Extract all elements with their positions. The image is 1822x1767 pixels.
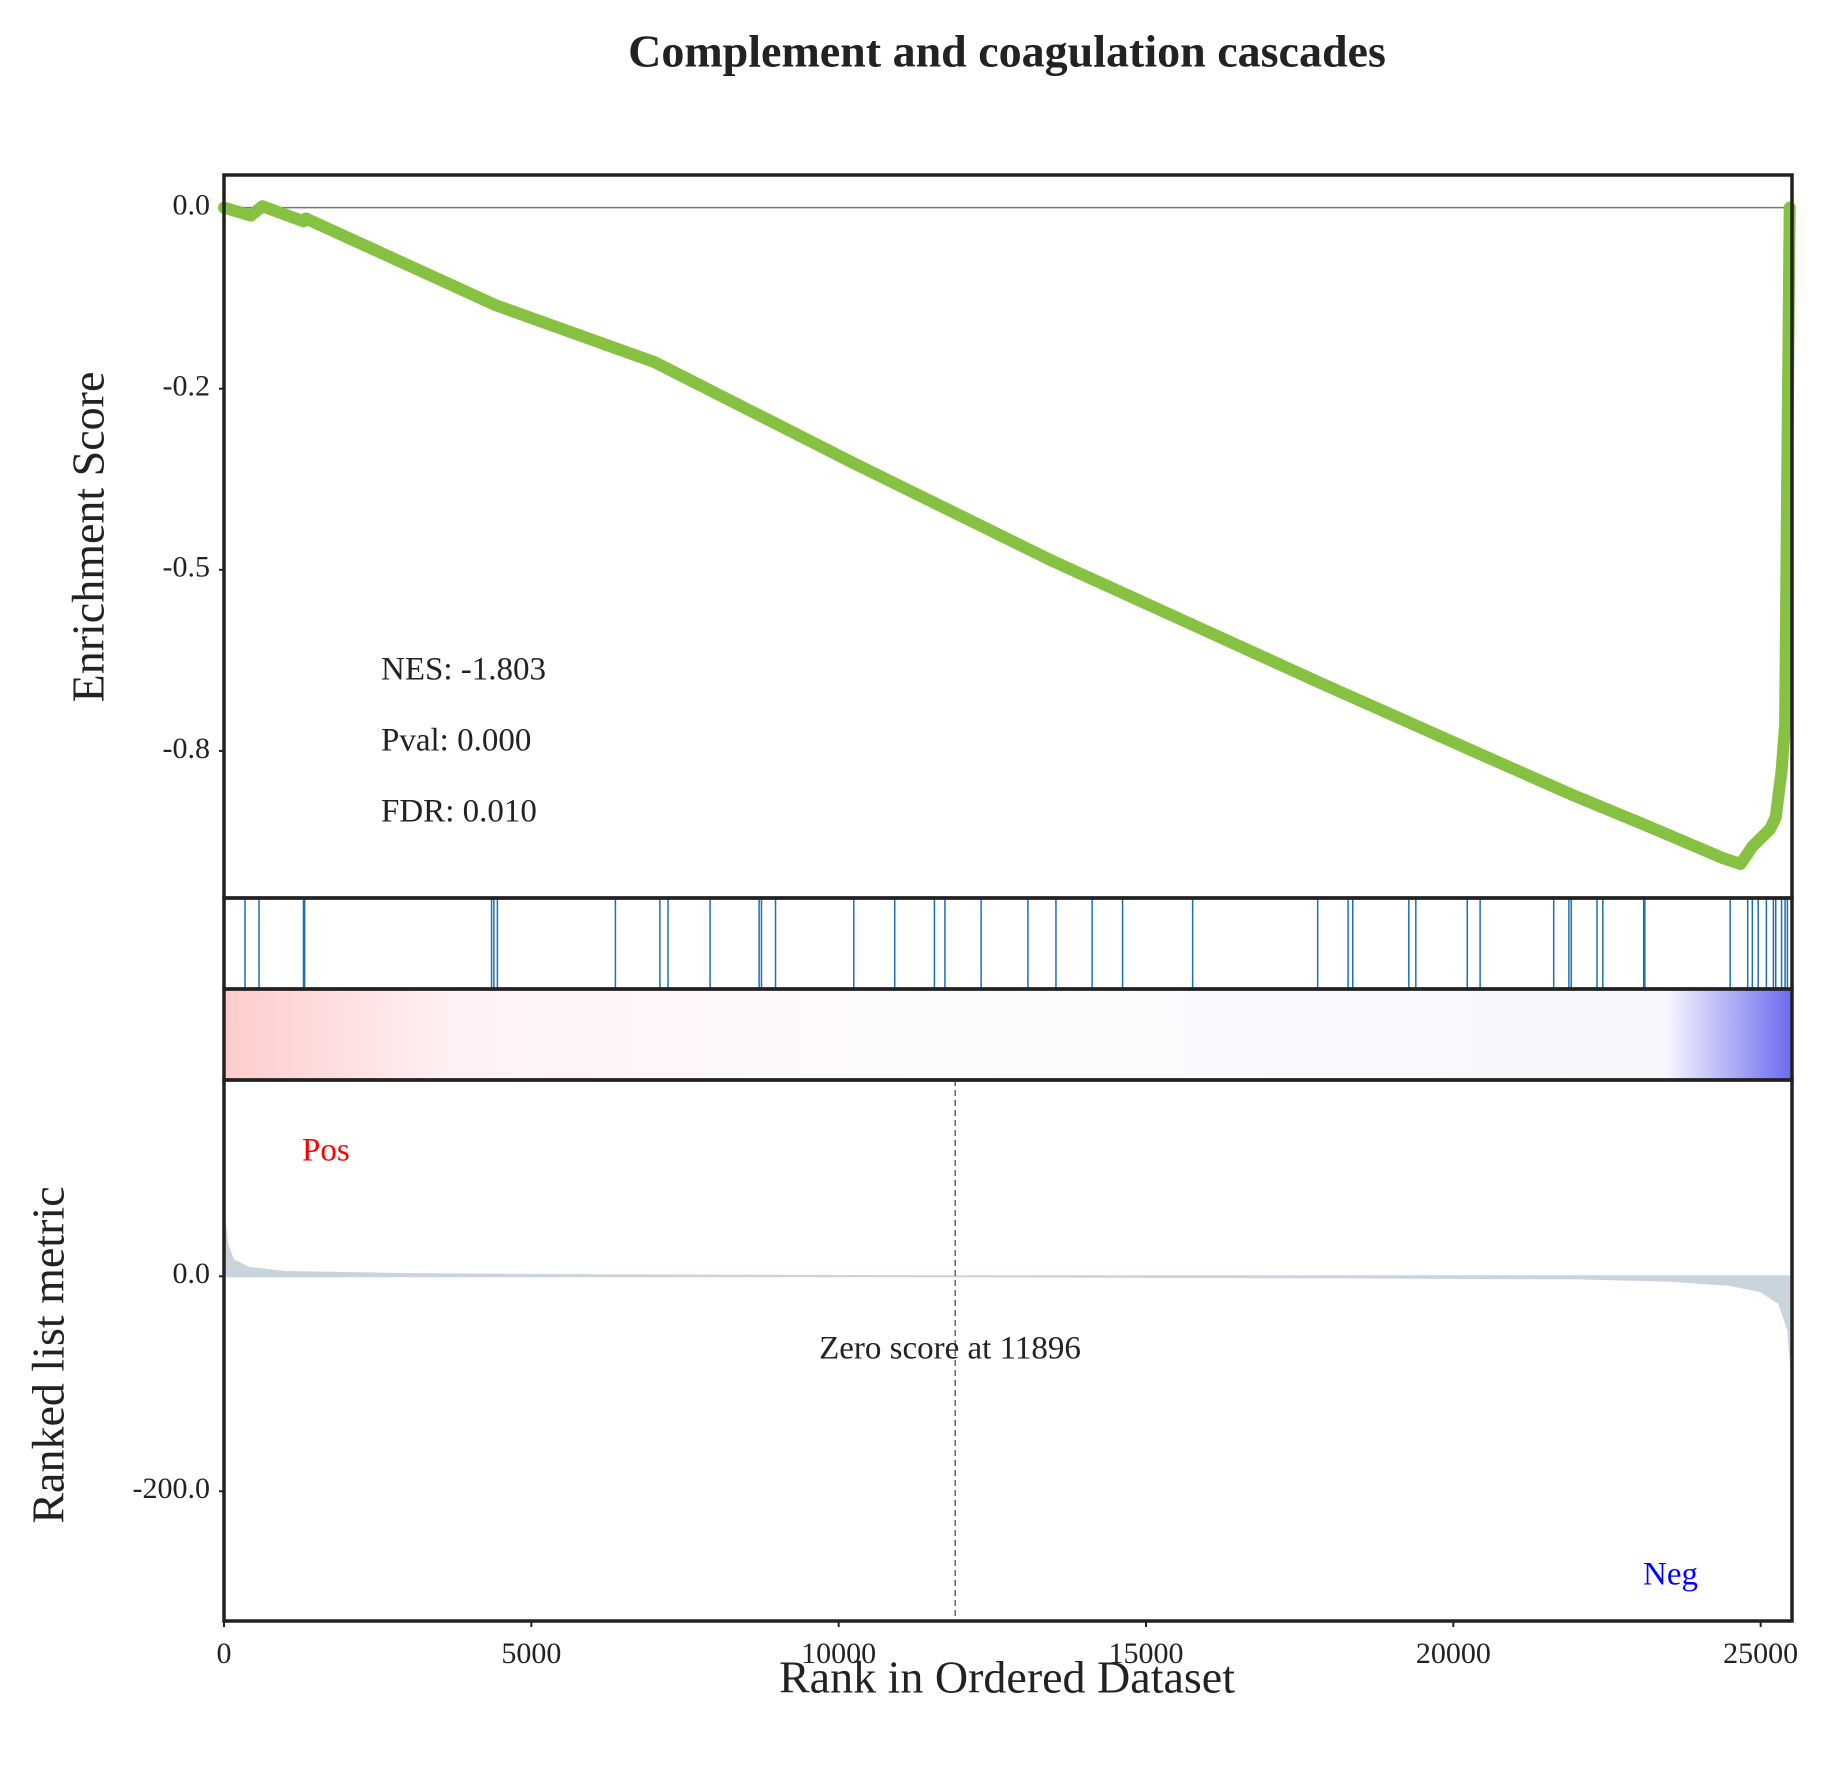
- x-tick-label: 20000: [1416, 1637, 1491, 1670]
- x-tick-label: 10000: [801, 1637, 876, 1670]
- annotation: NES: -1.803: [381, 652, 546, 688]
- y-tick-label: 0.0: [173, 1257, 211, 1290]
- y-tick-label: 0.0: [173, 188, 211, 221]
- annotation: Pval: 0.000: [381, 723, 531, 759]
- annotation: FDR: 0.010: [381, 794, 537, 830]
- y-tick-label: -0.5: [163, 551, 211, 584]
- metric-area: [223, 1213, 1793, 1379]
- x-tick-label: 15000: [1108, 1637, 1183, 1670]
- x-tick-label: 25000: [1723, 1637, 1798, 1670]
- axes-frame: [222, 896, 1794, 991]
- y-tick-label: -0.2: [163, 370, 211, 403]
- axes-frame: [222, 1078, 1794, 1623]
- x-axis-label: Rank in Ordered Dataset: [779, 1652, 1235, 1703]
- zero-score-label: Zero score at 11896: [819, 1331, 1081, 1367]
- chart-title: Complement and coagulation cascades: [628, 26, 1386, 77]
- x-tick-label: 0: [217, 1637, 232, 1670]
- y-tick-label: -200.0: [133, 1472, 211, 1505]
- y-tick-label: -0.8: [163, 732, 211, 765]
- y-axis-label: Enrichment Score: [63, 372, 114, 703]
- x-tick-label: 5000: [501, 1637, 561, 1670]
- neg-label: Neg: [1643, 1557, 1698, 1593]
- y-axis-label: Ranked list metric: [23, 1186, 74, 1523]
- heatmap: [224, 989, 1792, 1080]
- pos-label: Pos: [302, 1133, 350, 1169]
- es-line: [218, 200, 1796, 870]
